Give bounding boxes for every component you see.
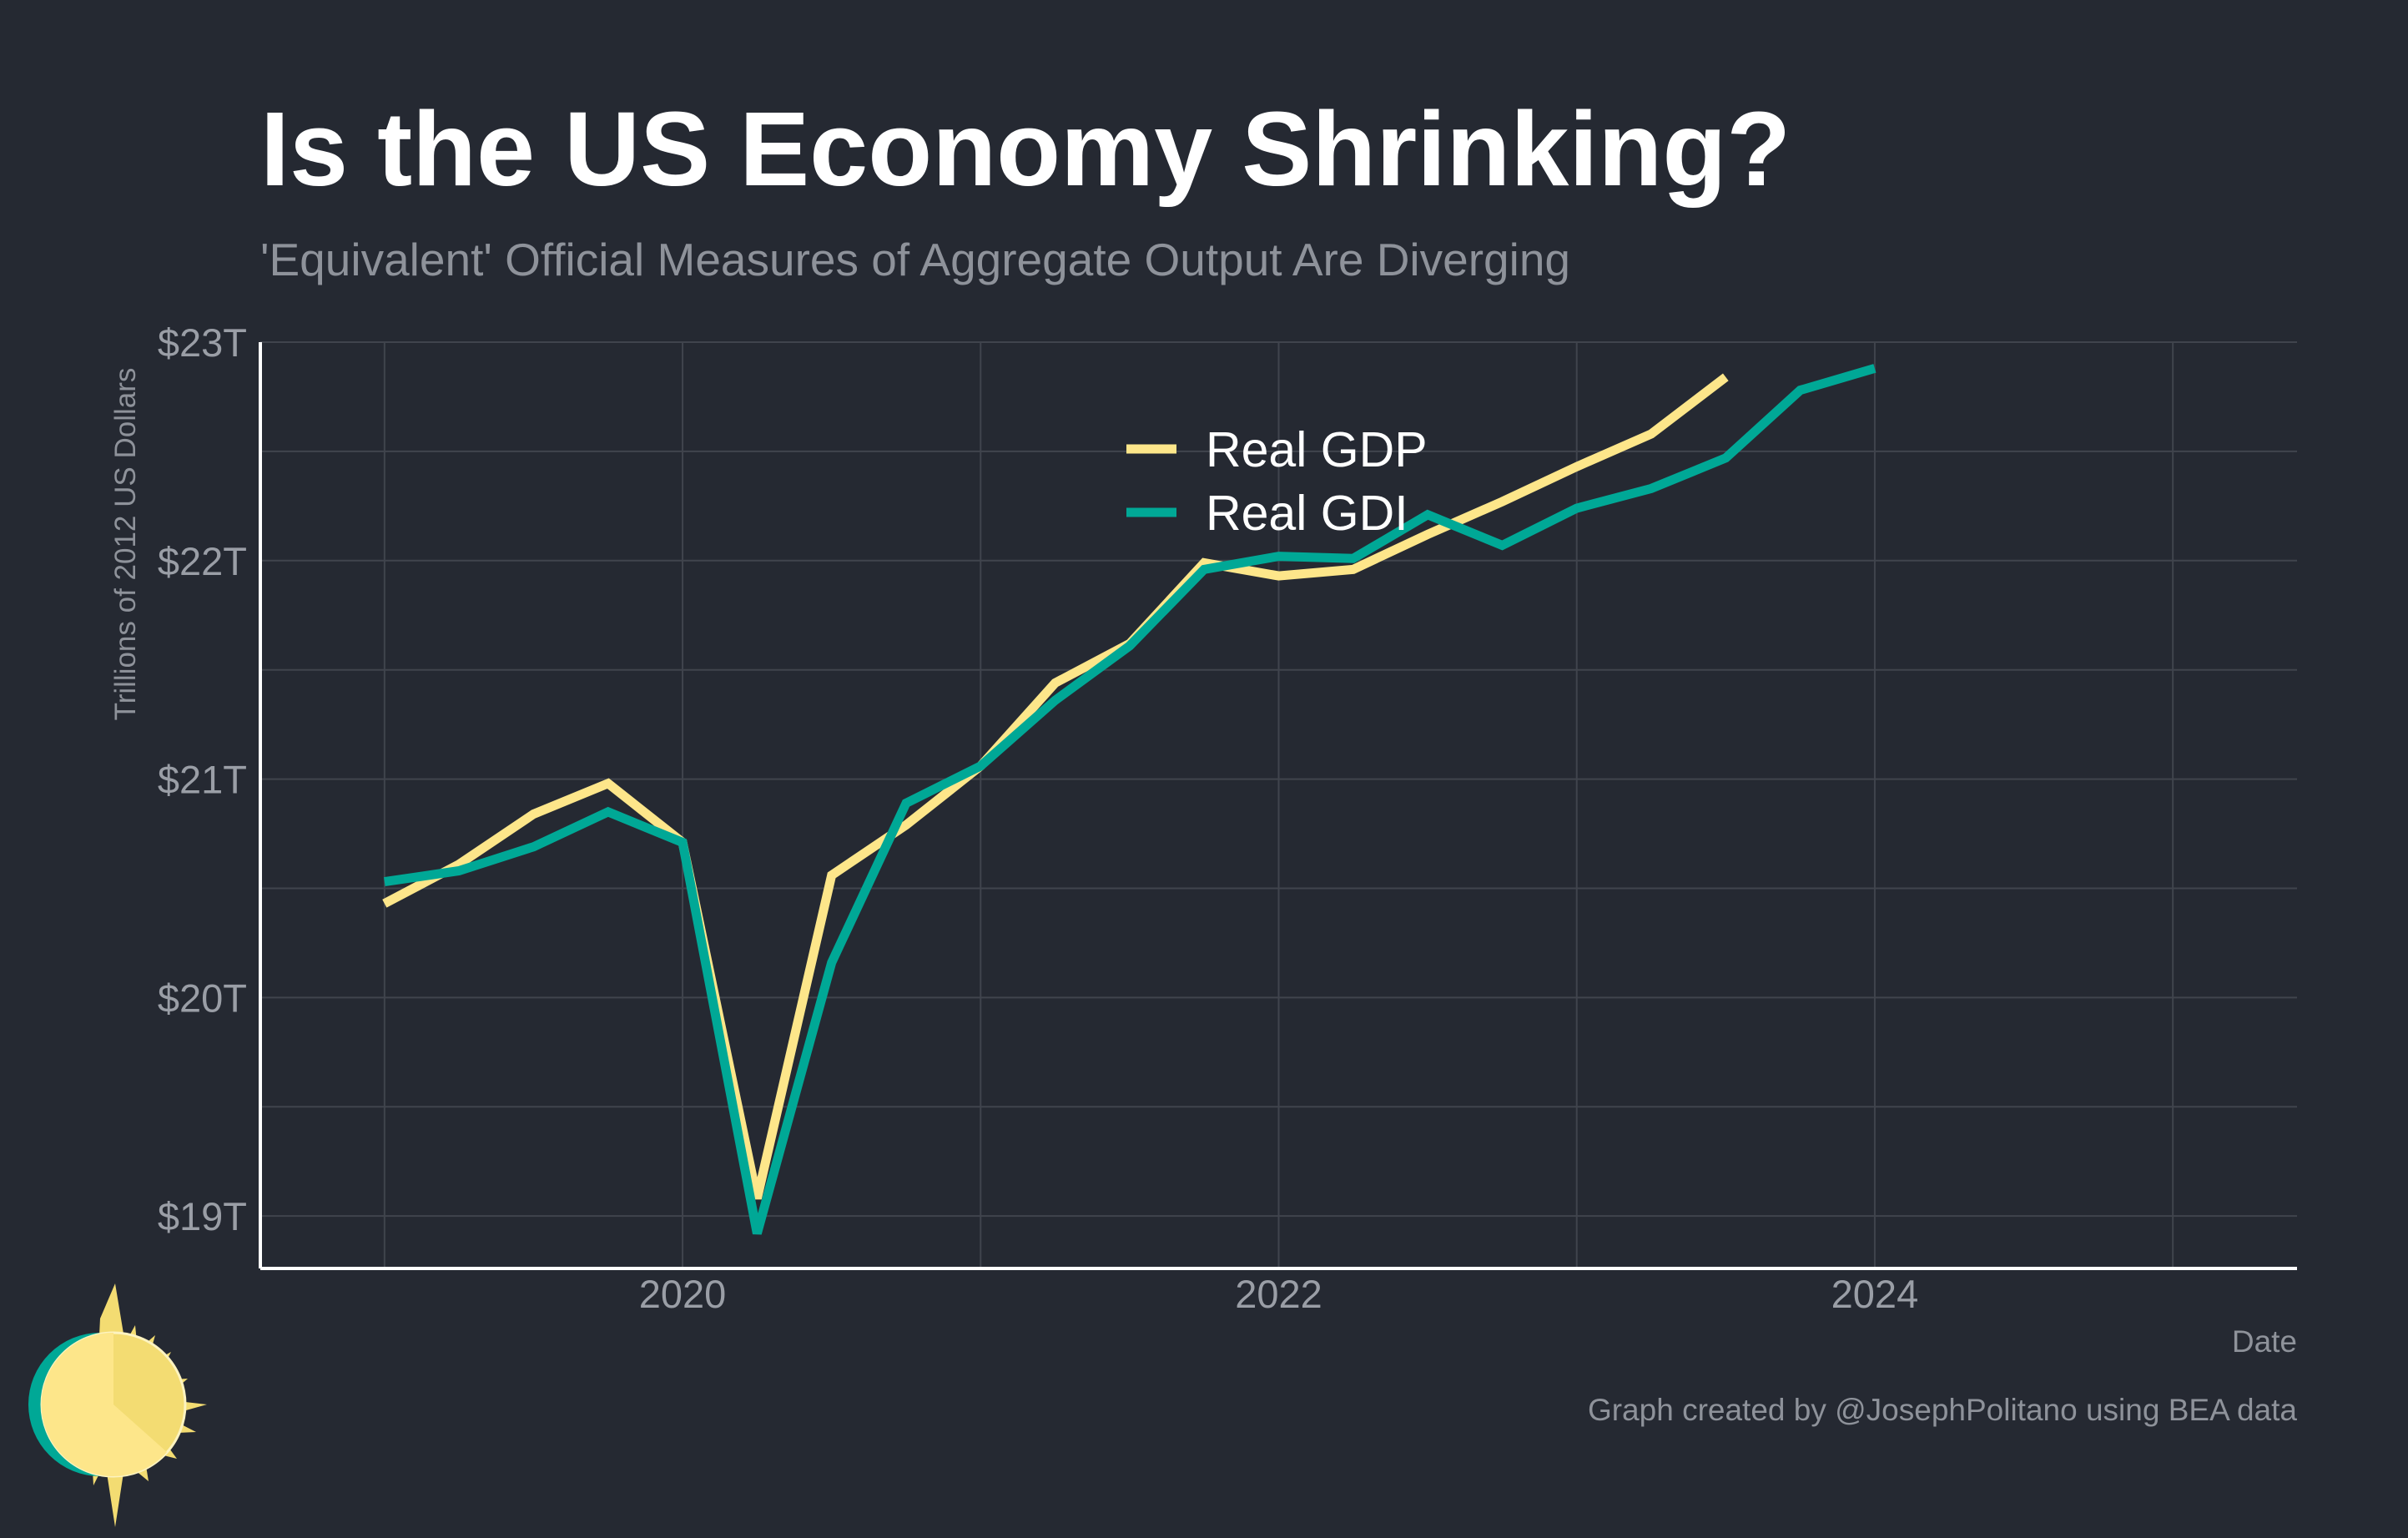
legend-label-real-gdi: Real GDI	[1206, 486, 1408, 541]
y-tick-label: $21T	[158, 758, 247, 802]
legend: Real GDP Real GDI	[1126, 422, 1428, 541]
chart-title: Is the US Economy Shrinking?	[260, 90, 1791, 208]
x-tick-label: 2020	[639, 1272, 727, 1316]
y-tick-label: $19T	[158, 1194, 247, 1238]
y-tick-label: $22T	[158, 539, 247, 583]
series-line-real-gdi	[384, 364, 1877, 1235]
x-tick-label: 2024	[1831, 1272, 1919, 1316]
series-lines	[382, 364, 1877, 1235]
chart-caption: Graph created by @JosephPolitano using B…	[1588, 1393, 2297, 1427]
y-tick-label: $20T	[158, 976, 247, 1020]
gridlines	[260, 341, 2297, 1268]
y-axis-label: Trillions of 2012 US Dollars	[109, 368, 142, 721]
x-axis-label: Date	[2232, 1324, 2297, 1359]
y-axis-ticks: $19T $20T $21T $22T $23T	[158, 320, 247, 1238]
series-line-real-gdp	[382, 373, 1729, 1200]
x-axis-ticks: 2020 2022 2024	[639, 1272, 1918, 1316]
x-tick-label: 2022	[1235, 1272, 1322, 1316]
sun-logo-icon	[28, 1283, 207, 1527]
y-tick-label: $23T	[158, 320, 247, 365]
legend-label-real-gdp: Real GDP	[1206, 422, 1428, 477]
chart-subtitle: 'Equivalent' Official Measures of Aggreg…	[260, 234, 1570, 285]
